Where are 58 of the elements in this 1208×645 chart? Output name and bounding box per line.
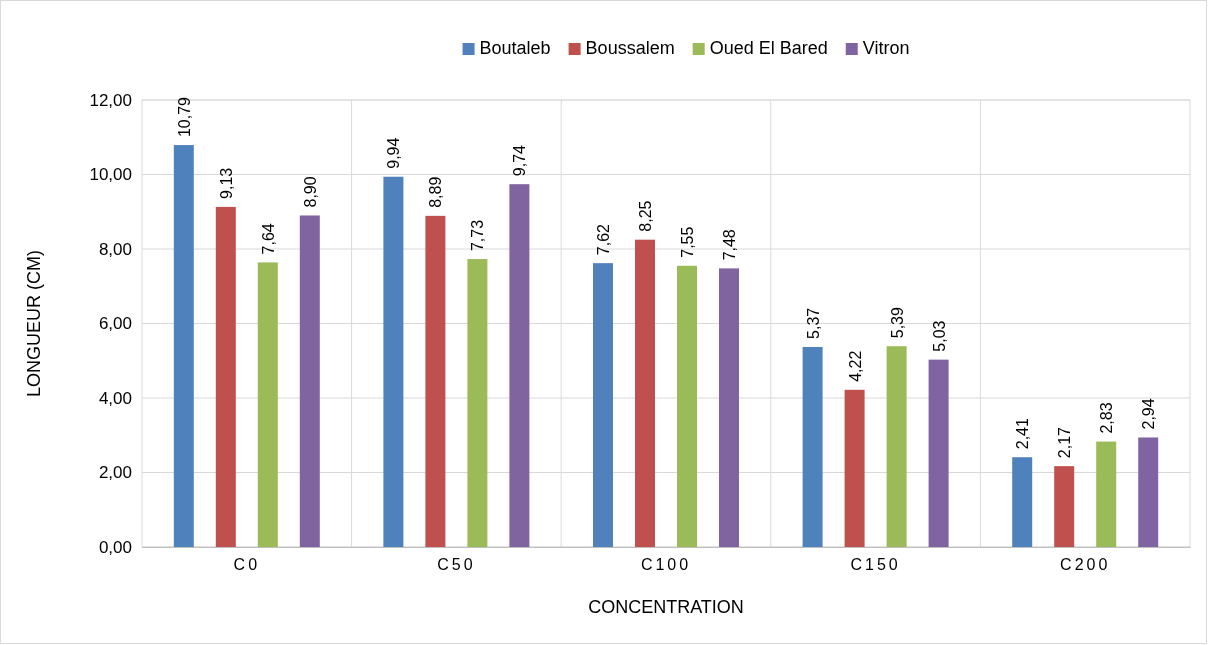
bar: [1096, 441, 1117, 547]
legend-label: Boutaleb: [479, 38, 551, 58]
y-tick-label: 0,00: [98, 537, 132, 557]
data-label: 2,41: [1014, 417, 1032, 450]
data-label: 7,62: [595, 223, 612, 256]
data-label: 8,89: [427, 176, 445, 208]
y-tick-label: 12,00: [89, 90, 132, 110]
data-label: 7,48: [721, 229, 738, 261]
bar: [635, 239, 655, 547]
bar: [719, 268, 739, 547]
bar: [215, 206, 236, 547]
data-label: 5,39: [888, 306, 906, 339]
bar: [509, 184, 530, 547]
legend-label: Oued El Bared: [709, 38, 828, 58]
x-tick-label: C200: [1060, 556, 1111, 574]
data-label: 2,17: [1056, 426, 1074, 459]
bar: [593, 263, 613, 547]
x-tick-label: C100: [640, 556, 692, 574]
data-label: 7,55: [679, 226, 696, 258]
bar: [299, 215, 320, 547]
y-tick-label: 6,00: [98, 314, 132, 334]
bar: [844, 389, 865, 547]
data-label: 9,94: [385, 137, 403, 169]
bar: [677, 265, 697, 547]
bar: [257, 262, 278, 547]
x-tick-label: C0: [233, 556, 261, 574]
data-label: 2,94: [1140, 398, 1158, 430]
y-tick-label: 2,00: [98, 463, 132, 483]
bar: [802, 346, 823, 547]
data-label: 5,37: [804, 307, 822, 339]
bar: [1054, 466, 1075, 547]
bar: [886, 346, 907, 547]
x-tick-label: C150: [850, 556, 901, 574]
data-label: 4,22: [846, 350, 864, 382]
y-tick-label: 10,00: [89, 165, 132, 185]
y-tick-label: 4,00: [98, 388, 132, 408]
legend-label: Boussalem: [585, 38, 675, 58]
x-axis-title: CONCENTRATION: [588, 597, 744, 617]
data-label: 2,83: [1098, 402, 1116, 434]
y-tick-label: 8,00: [98, 239, 132, 259]
data-label: 9,13: [217, 167, 235, 199]
data-label: 5,03: [930, 320, 948, 352]
bar: [1138, 437, 1159, 547]
data-label: 7,73: [469, 219, 487, 252]
bar: [1012, 457, 1033, 547]
data-label: 8,90: [301, 176, 319, 208]
y-axis-title: LONGUEUR (CM): [24, 250, 44, 397]
data-label: 7,64: [259, 223, 277, 255]
bar: [467, 259, 488, 547]
x-tick-label: C50: [437, 556, 476, 574]
data-label: 9,74: [511, 144, 529, 177]
data-label: 10,79: [175, 96, 193, 138]
bar: [173, 145, 194, 547]
bar: [383, 176, 404, 547]
data-label: 8,25: [637, 200, 654, 232]
bar: [928, 359, 949, 547]
legend-label: Vitron: [862, 38, 910, 58]
bar: [425, 215, 446, 547]
